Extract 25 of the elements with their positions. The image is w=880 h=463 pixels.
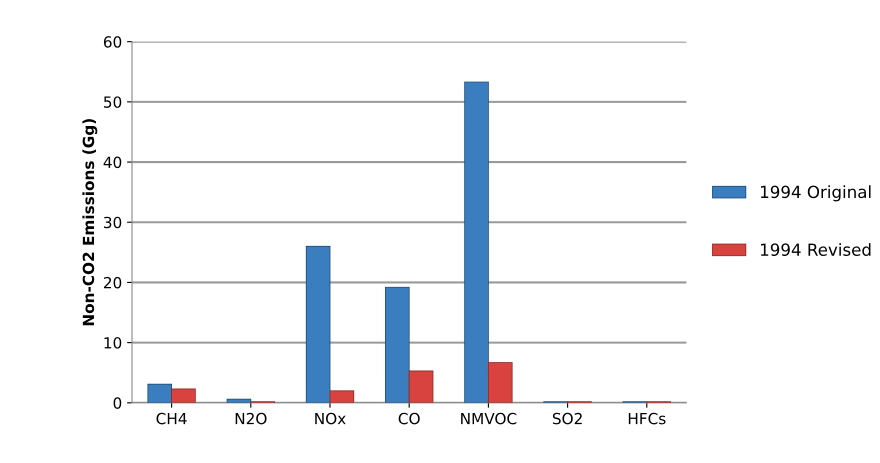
x-tick-label: N2O [236, 412, 267, 424]
bar [147, 384, 172, 403]
y-tick-label: 60 [104, 36, 122, 48]
bar [171, 388, 196, 403]
x-tick-label: SO2 [552, 412, 582, 424]
x-tick-label: NMVOC [461, 412, 516, 424]
y-tick-label: 40 [104, 156, 122, 168]
legend-label: 1994 Original [760, 185, 871, 202]
x-tick-label: CH4 [156, 412, 187, 424]
y-tick-label: 20 [104, 276, 122, 288]
bar [330, 390, 354, 403]
y-tick-label: 50 [104, 96, 122, 108]
y-tick-label: 0 [114, 397, 122, 409]
x-tick-label: HFCs [628, 412, 666, 424]
x-tick-label: CO [398, 412, 420, 424]
bar [464, 82, 489, 403]
y-tick-label: 10 [104, 337, 122, 349]
legend-label: 1994 Revised [760, 243, 870, 256]
bar [306, 246, 330, 403]
y-tick-label: 30 [104, 216, 122, 228]
bar [408, 370, 434, 403]
y-axis-title: Non-CO2 Emissions (Gg) [82, 119, 98, 326]
bar [488, 362, 513, 403]
bar [385, 286, 410, 403]
x-tick-label: NOx [315, 412, 346, 424]
